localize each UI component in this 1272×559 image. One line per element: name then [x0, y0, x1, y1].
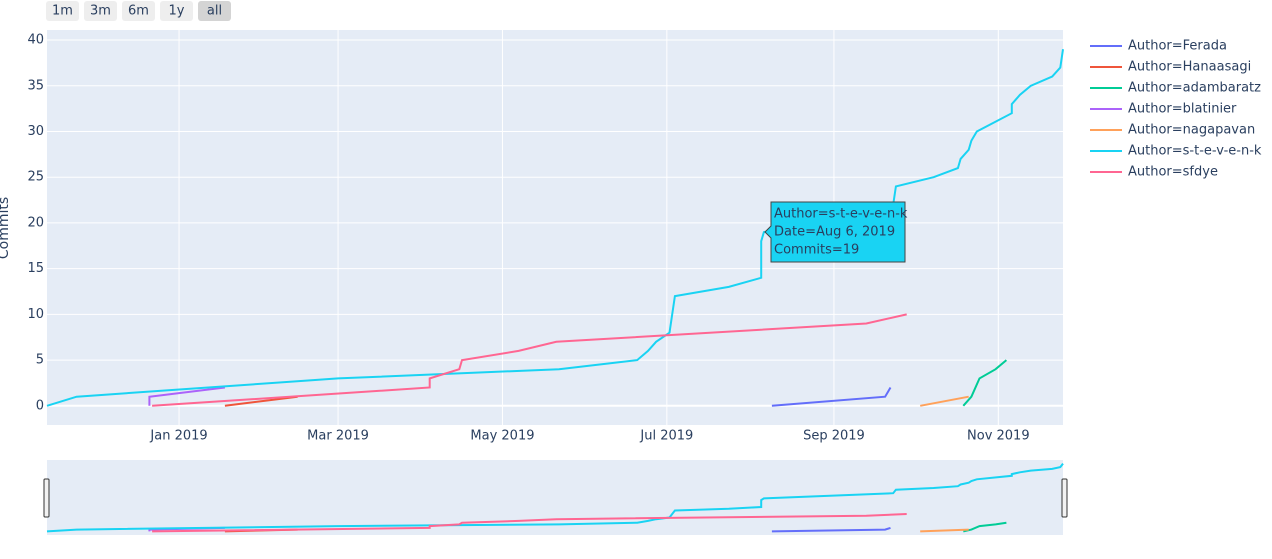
legend-label[interactable]: Author=adambaratz — [1128, 81, 1261, 96]
range-button[interactable] — [84, 1, 117, 21]
tooltip-text: Date=Aug 6, 2019 — [774, 225, 895, 240]
tooltip: Author=s-t-e-v-e-n-k Date=Aug 6, 2019 Co… — [764, 201, 908, 263]
series-line — [962, 359, 1008, 407]
legend-label[interactable]: Author=Ferada — [1128, 39, 1227, 54]
tooltip-box — [764, 201, 906, 263]
series-line — [224, 395, 298, 407]
range-button[interactable] — [160, 1, 193, 21]
x-tick-label: Nov 2019 — [967, 429, 1030, 444]
slider-line — [152, 513, 907, 533]
series-line — [920, 395, 969, 407]
y-tick-label: 5 — [36, 353, 44, 368]
x-tick-label: May 2019 — [470, 429, 534, 444]
tooltip-text: Commits=19 — [774, 243, 859, 258]
range-button[interactable] — [198, 1, 231, 21]
y-tick-label: 30 — [27, 124, 44, 139]
range-button-label[interactable]: 3m — [90, 4, 111, 19]
legend-label[interactable]: Author=s-t-e-v-e-n-k — [1128, 144, 1262, 159]
y-tick-label: 25 — [27, 170, 44, 185]
range-button[interactable] — [122, 1, 155, 21]
slider-line — [46, 462, 1064, 533]
series-line — [152, 313, 907, 407]
y-tick-label: 35 — [27, 78, 44, 93]
legend-label[interactable]: Author=blatinier — [1128, 102, 1237, 117]
range-button-label[interactable]: 6m — [128, 4, 149, 19]
range-button-label[interactable]: 1m — [52, 4, 73, 19]
range-button-label[interactable]: 1y — [169, 4, 185, 19]
legend-label[interactable]: Author=nagapavan — [1128, 123, 1255, 138]
x-tick-label: Jul 2019 — [639, 429, 693, 444]
y-tick-label: 20 — [27, 215, 44, 230]
range-button[interactable] — [46, 1, 79, 21]
slider-handle[interactable] — [1061, 478, 1068, 518]
legend-label[interactable]: Author=sfdye — [1128, 165, 1218, 180]
y-tick-label: 0 — [36, 398, 44, 413]
x-tick-label: Mar 2019 — [307, 429, 369, 444]
slider-line — [771, 526, 891, 533]
legend-label[interactable]: Author=Hanaasagi — [1128, 60, 1251, 75]
series-line — [771, 386, 892, 407]
range-slider-background — [47, 460, 1063, 535]
slider-line — [920, 528, 969, 533]
y-tick-label: 40 — [27, 33, 44, 48]
y-tick-label: 15 — [27, 261, 44, 276]
tooltip-text: Author=s-t-e-v-e-n-k — [774, 207, 908, 222]
y-tick-label: 10 — [27, 307, 44, 322]
y-axis-title: Commits — [0, 197, 12, 259]
series-line — [148, 386, 226, 406]
x-tick-label: Sep 2019 — [803, 429, 865, 444]
slider-handle[interactable] — [43, 478, 50, 518]
range-button-label[interactable]: all — [207, 4, 222, 19]
plot-background — [47, 30, 1063, 425]
x-tick-label: Jan 2019 — [149, 429, 207, 444]
